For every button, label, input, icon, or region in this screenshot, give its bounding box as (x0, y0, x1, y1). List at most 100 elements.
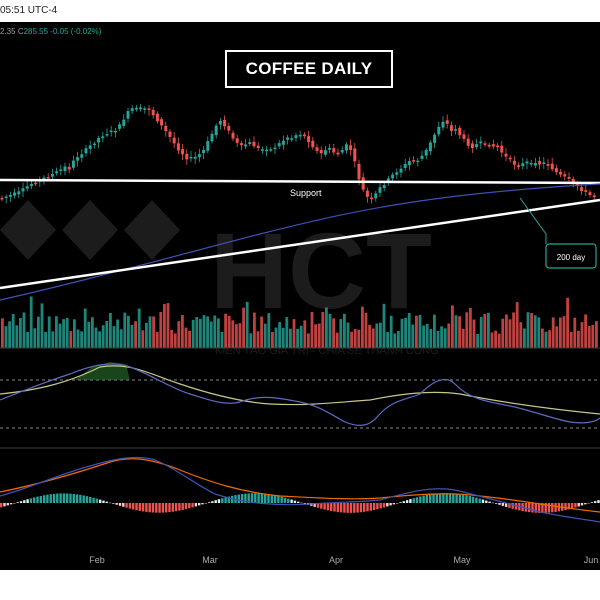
x-label-feb: Feb (89, 555, 105, 565)
candle (328, 147, 332, 150)
volume-bar (83, 308, 87, 348)
volume-bar (368, 324, 371, 348)
volume-bar (411, 324, 415, 348)
candle (269, 149, 273, 151)
volume-bar (465, 312, 469, 348)
macd-bar (270, 494, 273, 503)
macd-bar (244, 493, 247, 503)
volume-bar (11, 314, 15, 348)
macd-bar (343, 503, 346, 513)
volume-bar (148, 316, 152, 348)
volume-bar (8, 321, 11, 348)
macd-bar (429, 494, 432, 503)
macd-bar (171, 503, 174, 512)
volume-bar (33, 328, 37, 348)
macd-bar (267, 494, 270, 503)
macd-bar (49, 494, 52, 503)
macd-bar (504, 503, 508, 507)
macd-bar (468, 495, 471, 503)
macd-bar (95, 498, 99, 503)
macd-bar (273, 495, 277, 503)
ma-200-callout-arrow (519, 197, 547, 244)
volume-bar (371, 328, 375, 348)
candle (487, 144, 491, 147)
volume-bar (339, 319, 343, 348)
macd-bar (425, 494, 429, 503)
macd-bar (132, 503, 135, 510)
candle (147, 108, 151, 110)
candle (176, 143, 180, 151)
macd-bar (590, 502, 594, 503)
macd-bar (254, 493, 257, 503)
candle (361, 177, 365, 190)
volume-bar (231, 320, 235, 348)
candle (407, 161, 411, 166)
volume-bar (166, 303, 170, 348)
candle (25, 186, 29, 189)
candle (151, 109, 155, 116)
macd-bar (211, 501, 214, 503)
volume-bar (555, 326, 559, 348)
macd-bar (577, 503, 580, 507)
candle (143, 108, 147, 110)
volume-bar (152, 316, 155, 348)
volume-bar (544, 331, 548, 348)
candle (344, 144, 348, 151)
candle (248, 142, 252, 145)
volume-bar (451, 305, 454, 348)
macd-bar (3, 503, 6, 507)
macd-bar (112, 503, 115, 504)
candle (105, 134, 109, 136)
macd-bar (6, 503, 9, 506)
volume-bar (591, 324, 595, 348)
volume-bar (55, 316, 58, 348)
macd-histogram (0, 493, 600, 513)
volume-bar (587, 325, 591, 348)
macd-bar (326, 503, 330, 511)
macd-bar (531, 503, 534, 513)
macd-bar (333, 503, 336, 512)
candle (50, 173, 54, 177)
macd-bar (138, 503, 141, 511)
volume-bar (335, 332, 339, 348)
macd-bar (303, 503, 306, 504)
macd-bar (534, 503, 537, 513)
volume-bar (19, 318, 22, 348)
volume-bar (393, 333, 397, 348)
volume-bar (458, 316, 461, 348)
macd-bar (293, 500, 297, 503)
macd-bar (432, 493, 435, 503)
volume-bar (350, 331, 353, 348)
volume-bar (353, 329, 357, 348)
candle (475, 144, 479, 148)
candle (181, 149, 185, 155)
volume-bar (310, 312, 314, 348)
candle (256, 145, 260, 149)
macd-bar (237, 494, 240, 503)
volume-bar (292, 319, 296, 348)
volume-bar (422, 325, 425, 348)
change-value: -0.05 (-0.02%) (50, 27, 102, 36)
macd-bar (574, 503, 577, 508)
candle (575, 183, 579, 187)
volume-bar (253, 312, 256, 348)
volume-bar (325, 307, 328, 348)
macd-bar (13, 503, 16, 504)
macd-bar (105, 501, 108, 503)
candle (517, 165, 521, 167)
macd-bar (188, 503, 191, 509)
macd-bar (141, 503, 145, 512)
x-label-may: May (453, 555, 471, 565)
volume-bar (512, 312, 515, 348)
macd-bar (442, 493, 445, 503)
candle (458, 127, 462, 136)
volume-bar (415, 315, 418, 348)
volume-bar (73, 319, 76, 348)
candle (332, 148, 336, 153)
macd-bar (280, 496, 283, 503)
macd-bar (369, 503, 372, 511)
candle (59, 169, 63, 171)
macd-bar (587, 503, 590, 504)
candle (155, 113, 159, 122)
macd-bar (62, 493, 66, 503)
